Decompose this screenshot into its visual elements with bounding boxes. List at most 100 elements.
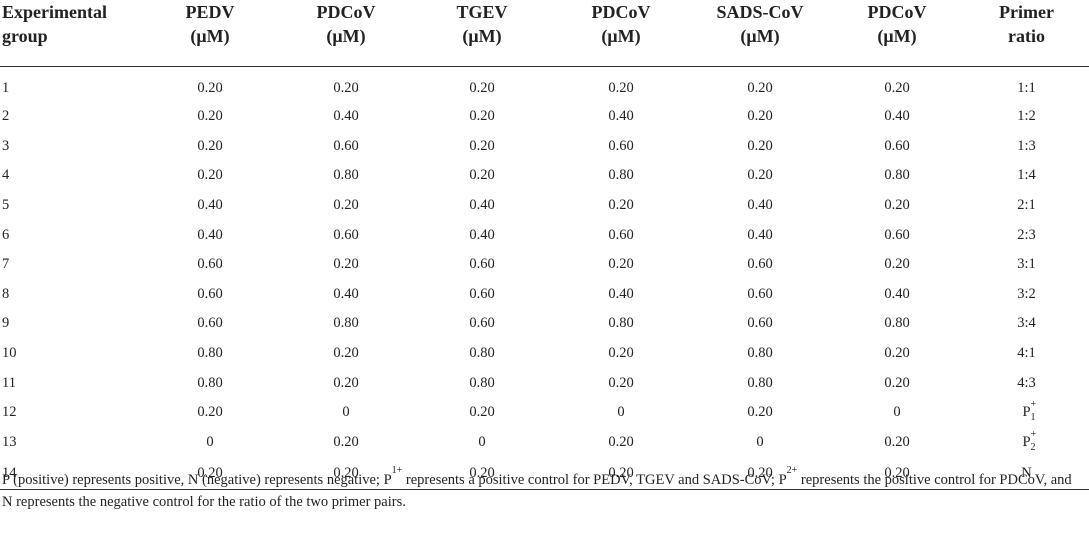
table-cell: 0.40 <box>608 285 634 302</box>
table-cell: 0.80 <box>884 167 910 184</box>
table-footnote: P (positive) represents positive, N (neg… <box>2 466 1084 513</box>
table-cell: 3:1 <box>1017 256 1036 273</box>
table-row: 8 0.60 0.40 0.60 0.40 0.60 0.40 3:2 <box>0 280 1089 310</box>
table-cell: 0.40 <box>747 226 773 243</box>
table-cell: 0.80 <box>608 315 634 332</box>
table-cell: 0.80 <box>333 167 359 184</box>
table-cell: 1:1 <box>1017 80 1036 96</box>
table-cell: 0.20 <box>412 457 552 491</box>
table-cell: 0 <box>756 433 764 450</box>
table-cell: 0.80 <box>747 374 773 391</box>
control-label-superscript: + <box>1030 399 1037 411</box>
table-cell: 7 <box>2 256 10 273</box>
column-header-line: (μM) <box>326 26 366 46</box>
table-cell: 0.40 <box>333 108 359 125</box>
table-cell: 0.20 <box>469 137 495 154</box>
column-header-line: Primer <box>999 2 1054 22</box>
table-cell: 0.60 <box>333 137 359 154</box>
table-cell: 2 <box>2 108 10 125</box>
table-cell: 0.20 <box>333 80 359 96</box>
table-cell: 0.20 <box>197 80 223 96</box>
table-cell: 0.40 <box>469 197 495 214</box>
table-cell: 1:2 <box>1017 108 1036 125</box>
table-cell: 1:3 <box>1017 137 1036 154</box>
table-cell: 0.60 <box>469 315 495 332</box>
table-cell: 3 <box>2 137 10 154</box>
table-cell: 0.20 <box>884 345 910 362</box>
table-cell: 0.20 <box>197 167 223 184</box>
table-cell: 1:4 <box>1017 167 1036 184</box>
table-cell: 0.40 <box>608 108 634 125</box>
table-cell: 0.20 <box>140 457 280 491</box>
table-cell: 0.20 <box>884 374 910 391</box>
table-cell: 4:1 <box>1017 345 1036 362</box>
table-cell: 1 <box>2 80 10 96</box>
control-label-superscript: + <box>1030 428 1037 440</box>
control-label-base: P <box>1022 433 1031 450</box>
table-cell: 0.20 <box>690 457 830 491</box>
table-body: 1 0.20 0.20 0.20 0.20 0.20 0.20 1:1 2 0.20 0.40 0.2… <box>0 67 1089 491</box>
table-cell: 0.40 <box>747 197 773 214</box>
control-label-subscript: 1 <box>1030 412 1036 424</box>
table-cell: P +2 <box>964 428 1089 458</box>
table-cell: 0.80 <box>747 345 773 362</box>
control-label: P +2 <box>1022 429 1036 452</box>
table-row: 13 0 0.20 0 0.20 0 0.20 P +2 <box>0 428 1089 458</box>
table-cell: 0.20 <box>608 345 634 362</box>
table-cell: 0.60 <box>469 256 495 273</box>
table-cell: 0.20 <box>333 256 359 273</box>
column-header-line: PDCoV <box>867 2 927 22</box>
control-label: P +1 <box>1022 400 1036 423</box>
table-cell: 0.20 <box>608 374 634 391</box>
table-cell: 0.80 <box>884 315 910 332</box>
control-label-base: P <box>1022 404 1031 421</box>
table-cell: 0.40 <box>197 197 223 214</box>
table-cell: 0.20 <box>469 108 495 125</box>
table-cell: 8 <box>2 285 10 302</box>
table-cell: 0.60 <box>469 285 495 302</box>
table-cell: 3:2 <box>1017 285 1036 302</box>
column-header: Primer ratio <box>964 0 1089 67</box>
table-cell: 0.60 <box>747 256 773 273</box>
table-cell: 0.20 <box>333 433 359 450</box>
table-cell: 0.60 <box>884 226 910 243</box>
table-cell: 2:3 <box>1017 226 1036 243</box>
table-cell: 0.60 <box>747 315 773 332</box>
table-row: 2 0.20 0.40 0.20 0.40 0.20 0.40 1:2 <box>0 102 1089 132</box>
table-cell: 0.20 <box>333 197 359 214</box>
table-row: 12 0.20 0 0.20 0 0.20 0 P +1 <box>0 398 1089 428</box>
table-cell: 0 <box>478 433 486 450</box>
column-header: PDCoV (μM) <box>280 0 412 67</box>
table-cell: 10 <box>2 345 17 362</box>
table-cell: 0 <box>342 404 350 421</box>
table-cell: 0.20 <box>884 197 910 214</box>
table-cell: 0 <box>893 404 901 421</box>
table-cell: 3:4 <box>1017 315 1036 332</box>
table-cell: 0.40 <box>197 226 223 243</box>
table-cell: 5 <box>2 197 10 214</box>
table-cell: 4 <box>2 167 10 184</box>
table-cell: 0.20 <box>608 80 634 96</box>
table-cell: 0.60 <box>333 226 359 243</box>
table-cell: 0.80 <box>469 374 495 391</box>
column-header: Experimental group <box>0 0 140 67</box>
table-cell: 0.60 <box>197 315 223 332</box>
column-header-line: (μM) <box>190 26 230 46</box>
table-cell: 0.40 <box>333 285 359 302</box>
table-cell: 0.40 <box>884 285 910 302</box>
table-cell: 0.20 <box>333 345 359 362</box>
table-cell: 0.60 <box>608 137 634 154</box>
table-cell: 0.80 <box>197 345 223 362</box>
column-header-line: Experimental <box>2 2 107 22</box>
column-header: PEDV (μM) <box>140 0 280 67</box>
table-row: 7 0.60 0.20 0.60 0.20 0.60 0.20 3:1 <box>0 250 1089 280</box>
table-cell: 6 <box>2 226 10 243</box>
table-cell: 0.20 <box>747 80 773 96</box>
table-cell: 0.80 <box>608 167 634 184</box>
table-cell: P +1 <box>964 398 1089 428</box>
table-cell: 4:3 <box>1017 374 1036 391</box>
table-row: 5 0.40 0.20 0.40 0.20 0.40 0.20 2:1 <box>0 191 1089 221</box>
table-cell: 0.60 <box>884 137 910 154</box>
column-header-line: (μM) <box>462 26 502 46</box>
table-cell: 0.20 <box>197 137 223 154</box>
